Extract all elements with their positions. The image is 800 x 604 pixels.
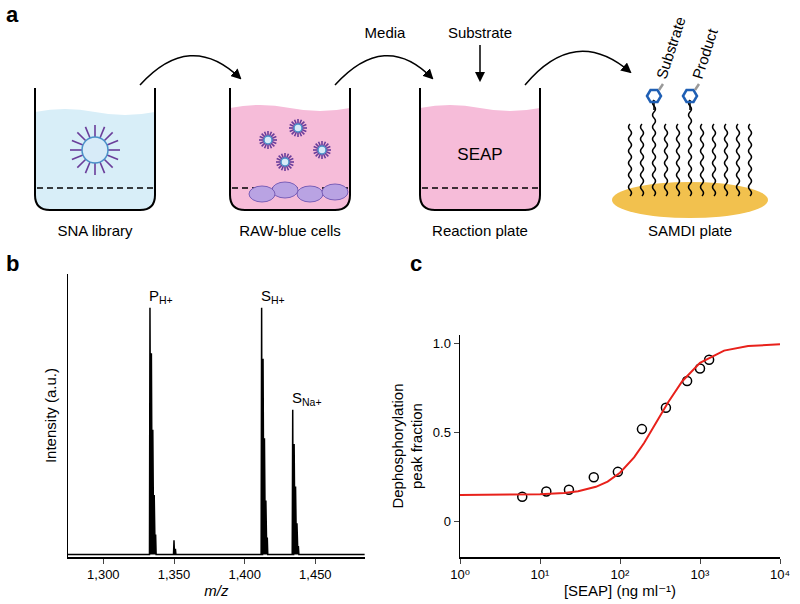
svg-text:S​Na+​: S​Na+​: [292, 389, 322, 408]
svg-text:10⁰: 10⁰: [450, 567, 470, 582]
svg-text:1.0: 1.0: [433, 336, 451, 351]
svg-text:Dephosphorylationpeak fraction: Dephosphorylationpeak fraction: [389, 383, 426, 508]
svg-text:SAMDI plate: SAMDI plate: [648, 222, 732, 239]
svg-text:Substrate: Substrate: [448, 24, 512, 41]
svg-text:10⁴: 10⁴: [770, 567, 790, 582]
svg-text:SNA library: SNA library: [57, 222, 133, 239]
svg-text:1,350: 1,350: [158, 567, 191, 582]
svg-text:Substrate: Substrate: [653, 15, 689, 81]
svg-text:0: 0: [444, 514, 451, 529]
svg-text:1,450: 1,450: [299, 567, 332, 582]
svg-text:Media: Media: [365, 24, 407, 41]
svg-text:0.5: 0.5: [433, 425, 451, 440]
svg-text:10³: 10³: [691, 567, 710, 582]
svg-text:S​H+​: S​H+​: [261, 287, 285, 306]
svg-text:1,300: 1,300: [87, 567, 120, 582]
svg-text:P​H+​: P​H+​: [149, 287, 173, 306]
svg-text:10²: 10²: [611, 567, 630, 582]
svg-text:m/z: m/z: [204, 582, 229, 599]
svg-text:SEAP: SEAP: [457, 145, 502, 164]
svg-text:Intensity (a.u.): Intensity (a.u.): [42, 368, 59, 463]
svg-text:[SEAP] (ng ml⁻¹): [SEAP] (ng ml⁻¹): [564, 582, 676, 599]
svg-text:a: a: [6, 2, 19, 27]
svg-text:c: c: [410, 251, 422, 276]
svg-text:10¹: 10¹: [531, 567, 550, 582]
svg-text:Reaction plate: Reaction plate: [432, 222, 528, 239]
svg-text:Product: Product: [689, 26, 721, 81]
svg-text:RAW-blue cells: RAW-blue cells: [239, 222, 341, 239]
svg-text:b: b: [6, 251, 19, 276]
svg-text:1,400: 1,400: [228, 567, 261, 582]
